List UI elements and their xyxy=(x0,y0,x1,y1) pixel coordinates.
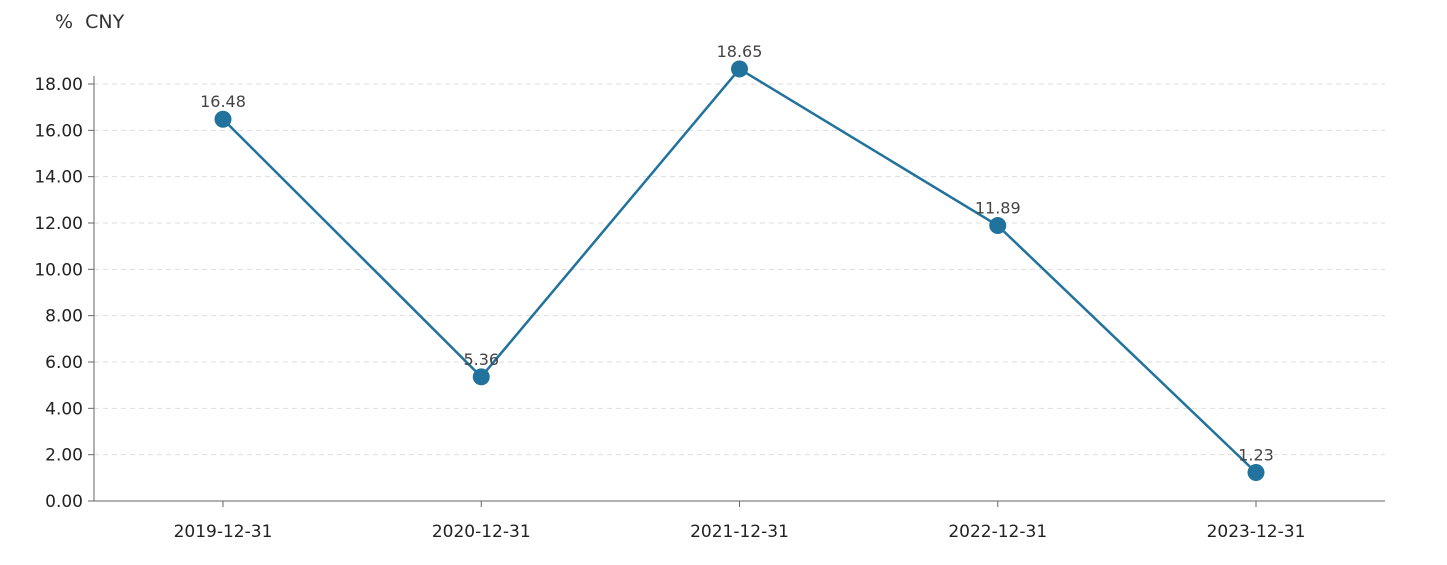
x-tick-label: 2023-12-31 xyxy=(1207,522,1306,542)
grid-lines xyxy=(94,83,1385,456)
x-tick-label: 2021-12-31 xyxy=(690,522,789,542)
data-point xyxy=(989,217,1007,235)
y-tick-label: 0.00 xyxy=(45,492,83,512)
series xyxy=(214,60,1265,482)
y-tick-label: 4.00 xyxy=(45,399,83,419)
data-label: 1.23 xyxy=(1238,446,1274,465)
y-tick-label: 14.00 xyxy=(34,168,83,188)
y-tick-label: 8.00 xyxy=(45,307,83,327)
y-tick-label: 6.00 xyxy=(45,353,83,373)
data-label: 16.48 xyxy=(200,92,246,111)
y-tick-label: 16.00 xyxy=(34,121,83,141)
x-tick-label: 2022-12-31 xyxy=(948,522,1047,542)
axes: 0.00 2.00 4.00 6.00 8.00 10.00 12.00 14.00 16.00… xyxy=(34,75,1385,542)
y-axis-unit-label: % CNY xyxy=(55,11,125,33)
data-labels: 16.48 5.36 18.65 11.89 1.23 xyxy=(200,42,1274,465)
data-label: 11.89 xyxy=(975,199,1021,218)
data-point xyxy=(214,110,232,128)
x-tick-label: 2020-12-31 xyxy=(432,522,531,542)
y-tick-label: 12.00 xyxy=(34,214,83,234)
x-tick-label: 2019-12-31 xyxy=(174,522,273,542)
data-label: 18.65 xyxy=(717,42,763,61)
data-point xyxy=(472,368,490,386)
data-point xyxy=(1247,464,1265,482)
series-line xyxy=(222,67,1257,474)
data-label: 5.36 xyxy=(463,350,499,369)
y-tick-label: 18.00 xyxy=(34,75,83,95)
y-tick-label: 2.00 xyxy=(45,446,83,466)
data-point xyxy=(731,60,748,78)
y-tick-label: 10.00 xyxy=(34,260,83,280)
